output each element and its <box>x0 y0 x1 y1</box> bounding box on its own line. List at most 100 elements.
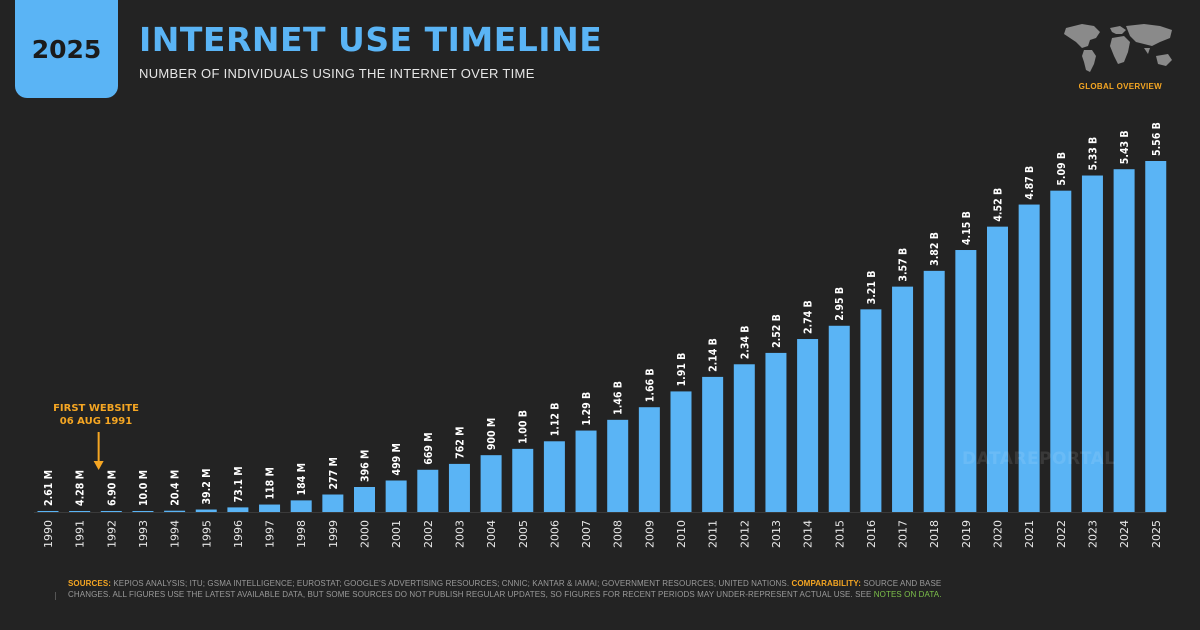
x-tick-1994: 1994 <box>169 520 182 548</box>
bar-2008 <box>607 419 629 512</box>
global-overview-label: GLOBAL OVERVIEW <box>1078 82 1162 91</box>
value-label-2021: 4.87 B <box>1024 166 1036 200</box>
world-map-icon <box>1064 24 1172 72</box>
value-label-2020: 4.52 B <box>993 188 1005 222</box>
x-tick-2022: 2022 <box>1055 520 1068 548</box>
first-website-annotation: FIRST WEBSITE 06 AUG 1991 <box>46 402 146 428</box>
bar-1991 <box>69 511 91 512</box>
value-label-1994: 20.4 M <box>170 470 182 506</box>
bar-1999 <box>322 494 344 512</box>
value-label-2002: 669 M <box>423 432 435 464</box>
value-label-2009: 1.66 B <box>644 368 656 402</box>
bar-1995 <box>195 509 217 512</box>
x-tick-2014: 2014 <box>802 520 815 548</box>
x-tick-2002: 2002 <box>422 520 435 548</box>
bar-2007 <box>575 430 597 512</box>
x-tick-2013: 2013 <box>770 520 783 548</box>
x-tick-1996: 1996 <box>232 520 245 548</box>
x-tick-2018: 2018 <box>928 520 941 548</box>
value-label-1998: 184 M <box>296 463 308 495</box>
x-tick-2005: 2005 <box>517 520 530 548</box>
value-label-1997: 118 M <box>265 467 277 499</box>
value-label-2022: 5.09 B <box>1056 152 1068 186</box>
value-label-2007: 1.29 B <box>581 392 593 426</box>
bar-1990 <box>37 511 59 512</box>
value-label-1999: 277 M <box>328 457 340 489</box>
bar-2017 <box>892 286 914 512</box>
value-label-2010: 1.91 B <box>676 353 688 387</box>
value-label-2023: 5.33 B <box>1087 137 1099 171</box>
value-label-2018: 3.82 B <box>929 232 941 266</box>
x-tick-2012: 2012 <box>738 520 751 548</box>
value-label-2017: 3.57 B <box>898 248 910 282</box>
value-label-2003: 762 M <box>454 426 466 458</box>
x-tick-2010: 2010 <box>675 520 688 548</box>
bar-1993 <box>132 511 154 512</box>
value-label-2013: 2.52 B <box>771 314 783 348</box>
x-tick-2004: 2004 <box>485 520 498 548</box>
bar-1997 <box>259 504 281 512</box>
x-tick-2019: 2019 <box>960 520 973 548</box>
x-tick-2003: 2003 <box>453 520 466 548</box>
bar-2022 <box>1050 190 1072 513</box>
bar-2001 <box>385 480 407 512</box>
x-tick-2020: 2020 <box>992 520 1005 548</box>
value-label-2015: 2.95 B <box>834 287 846 321</box>
bar-2019 <box>955 250 977 512</box>
x-tick-1997: 1997 <box>264 520 277 548</box>
bar-2023 <box>1081 175 1103 512</box>
bar-2014 <box>797 339 819 512</box>
value-label-1996: 73.1 M <box>233 466 245 502</box>
value-label-2004: 900 M <box>486 418 498 450</box>
x-tick-2011: 2011 <box>707 520 720 548</box>
x-tick-2023: 2023 <box>1086 520 1099 548</box>
bar-2003 <box>448 463 470 512</box>
bar-2009 <box>638 407 660 512</box>
footer-sources: SOURCES: KEPIOS ANALYSIS; ITU; GSMA INTE… <box>68 578 948 600</box>
x-tick-2008: 2008 <box>612 520 625 548</box>
value-label-2006: 1.12 B <box>549 402 561 436</box>
x-tick-2009: 2009 <box>643 520 656 548</box>
first-website-title: FIRST WEBSITE <box>53 403 139 414</box>
bar-1994 <box>164 510 186 512</box>
year-badge-label: 2025 <box>31 34 102 64</box>
bar-2021 <box>1018 204 1040 512</box>
x-tick-1990: 1990 <box>42 520 55 548</box>
bar-2002 <box>417 469 439 512</box>
x-tick-2016: 2016 <box>865 520 878 548</box>
value-label-1992: 6.90 M <box>106 470 118 506</box>
first-website-date: 06 AUG 1991 <box>59 416 133 427</box>
bar-2013 <box>765 352 787 512</box>
value-label-2019: 4.15 B <box>961 211 973 245</box>
bar-2024 <box>1113 169 1135 512</box>
chart-subtitle: NUMBER OF INDIVIDUALS USING THE INTERNET… <box>139 66 535 81</box>
value-label-2008: 1.46 B <box>613 381 625 415</box>
bar-2000 <box>354 487 375 512</box>
value-label-2012: 2.34 B <box>739 325 751 359</box>
value-label-1995: 39.2 M <box>201 469 213 505</box>
x-tick-1992: 1992 <box>105 520 118 548</box>
bar-2005 <box>512 448 534 512</box>
x-tick-2021: 2021 <box>1023 520 1036 548</box>
bar-1996 <box>227 507 249 512</box>
first-website-arrowhead-icon <box>93 461 104 470</box>
x-tick-2007: 2007 <box>580 520 593 548</box>
value-label-2011: 2.14 B <box>708 338 720 372</box>
x-tick-2001: 2001 <box>390 520 403 548</box>
value-label-2025: 5.56 B <box>1151 122 1163 156</box>
x-tick-2017: 2017 <box>897 520 910 548</box>
bar-2016 <box>860 309 882 512</box>
x-tick-2025: 2025 <box>1150 520 1163 548</box>
value-label-2024: 5.43 B <box>1119 130 1131 164</box>
x-tick-1998: 1998 <box>295 520 308 548</box>
bar-2025 <box>1145 161 1167 512</box>
value-label-2016: 3.21 B <box>866 271 878 305</box>
bar-2010 <box>670 391 692 512</box>
value-label-1990: 2.61 M <box>43 470 55 506</box>
bar-2004 <box>480 455 502 512</box>
bar-2020 <box>987 226 1008 512</box>
bar-2006 <box>543 441 565 512</box>
value-label-1991: 4.28 M <box>75 470 87 506</box>
sources-label: SOURCES: <box>68 579 112 588</box>
notes-on-data-link[interactable]: NOTES ON DATA. <box>873 590 942 599</box>
